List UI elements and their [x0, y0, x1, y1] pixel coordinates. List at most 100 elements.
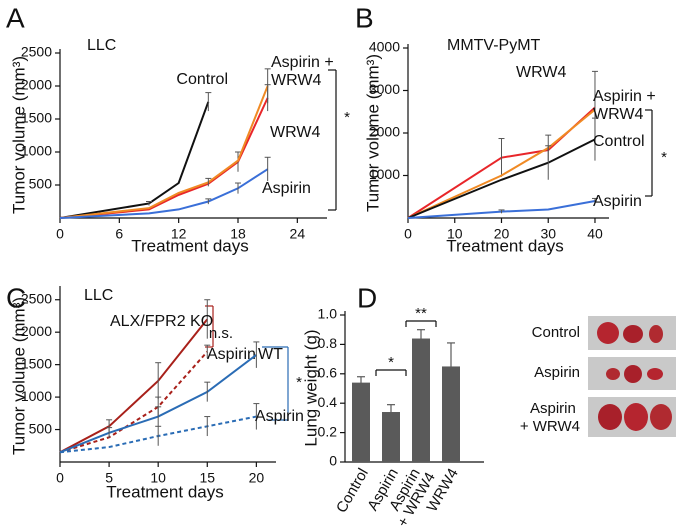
error-bar — [417, 329, 425, 348]
series-line — [59, 350, 209, 454]
error-bar — [545, 145, 552, 180]
x-tick-label: 20 — [494, 226, 510, 242]
error-bar — [235, 182, 241, 194]
x-axis-label: Treatment days — [446, 236, 563, 255]
chart-title: MMTV-PyMT — [447, 37, 541, 54]
y-tick-label: 0.2 — [318, 423, 338, 439]
significance: * — [661, 149, 667, 166]
y-tick-label: 2500 — [21, 290, 52, 306]
bar — [442, 366, 460, 462]
error-bar — [204, 381, 211, 402]
x-axis-label: Treatment days — [131, 236, 248, 255]
y-tick-label: 1.0 — [318, 306, 338, 322]
significance: n.s. — [209, 325, 233, 342]
x-tick-label: 0 — [56, 226, 64, 242]
significance: * — [344, 109, 350, 126]
significance: * — [388, 354, 394, 371]
x-tick-label: Control — [333, 465, 372, 515]
series-label: Aspirin + WRW4 — [593, 88, 660, 123]
x-tick-label: 5 — [105, 470, 113, 486]
y-axis-label: Tumor volume (mm³) — [9, 56, 28, 214]
y-tick-label: 1000 — [21, 143, 52, 159]
error-bar — [205, 198, 212, 205]
x-tick-label: 15 — [199, 470, 215, 486]
y-tick-label: 1500 — [21, 110, 52, 126]
chart-title: LLC — [84, 287, 113, 304]
error-bar — [204, 344, 211, 359]
bar — [352, 382, 370, 462]
y-axis-label: Tumor volume (mm³) — [363, 54, 382, 212]
y-tick-label: 500 — [29, 176, 53, 192]
x-tick-label: 0 — [404, 226, 412, 242]
error-bar — [591, 197, 598, 204]
y-tick-label: 0 — [329, 453, 337, 469]
error-bar — [498, 209, 505, 214]
error-bar — [253, 403, 260, 430]
error-bar — [235, 151, 241, 172]
y-tick-label: 0.8 — [318, 335, 338, 351]
series-label: Aspirin + WRW4 — [271, 54, 338, 89]
y-tick-label: 2500 — [21, 44, 52, 60]
error-bar — [155, 362, 162, 400]
error-bar — [205, 92, 212, 112]
error-bar — [357, 376, 365, 389]
series-label: ALX/FPR2 KO — [110, 313, 213, 330]
error-bar — [205, 177, 212, 187]
y-tick-label: 2000 — [21, 323, 52, 339]
y-tick-label: 4000 — [369, 39, 400, 55]
series-line — [407, 138, 596, 219]
error-bar — [447, 342, 455, 390]
series-line — [59, 85, 269, 219]
error-bar — [264, 156, 271, 182]
y-tick-label: 1000 — [369, 166, 400, 182]
bar — [412, 338, 430, 462]
y-axis-label: Lung weight (g) — [301, 329, 320, 446]
series-line — [59, 101, 210, 219]
x-tick-label: 10 — [447, 226, 463, 242]
x-tick-label: 20 — [249, 470, 265, 486]
y-tick-label: 1000 — [21, 388, 52, 404]
error-bar — [155, 406, 162, 427]
significance: * — [296, 374, 302, 391]
chart-title: LLC — [87, 37, 116, 54]
x-tick-label: 10 — [150, 470, 166, 486]
y-tick-label: 500 — [29, 420, 53, 436]
y-tick-label: 0.4 — [318, 394, 338, 410]
x-tick-label: 6 — [115, 226, 123, 242]
x-tick-label: 40 — [587, 226, 603, 242]
series-label: Aspirin — [207, 346, 256, 363]
error-bar — [591, 117, 598, 161]
panel-letter: C — [6, 282, 26, 313]
y-tick-label: 1500 — [21, 355, 52, 371]
y-tick-label: 3000 — [369, 81, 400, 97]
series-label: WRW4 — [516, 64, 566, 81]
x-tick-label: 30 — [540, 226, 556, 242]
series-line — [407, 200, 596, 219]
panel-letter: D — [357, 282, 377, 313]
image-label: Aspirin + WRW4 — [520, 400, 580, 435]
series-label: Aspirin — [255, 408, 304, 425]
image-label: Aspirin — [534, 364, 580, 381]
series-label: Control — [593, 133, 645, 150]
series-line — [59, 318, 209, 454]
panel-letter: B — [355, 2, 374, 33]
y-axis-label: Tumor volume (mm³) — [9, 297, 28, 455]
error-bar — [155, 425, 162, 446]
y-tick-label: 2000 — [369, 124, 400, 140]
error-bar — [146, 201, 152, 206]
x-tick-label: 0 — [56, 470, 64, 486]
error-bar — [204, 416, 211, 437]
series-label: WT — [258, 346, 283, 363]
error-bar — [106, 427, 113, 438]
image-label: Control — [532, 324, 580, 341]
photo-panel — [588, 316, 676, 437]
series-label: Aspirin — [262, 180, 311, 197]
series-label: WRW4 — [270, 124, 320, 141]
y-tick-label: 2000 — [21, 77, 52, 93]
x-tick-label: 18 — [230, 226, 246, 242]
panel-letter: A — [6, 2, 25, 33]
x-tick-label: 12 — [171, 226, 187, 242]
series-label: Control — [176, 71, 228, 88]
series-line — [59, 168, 269, 219]
